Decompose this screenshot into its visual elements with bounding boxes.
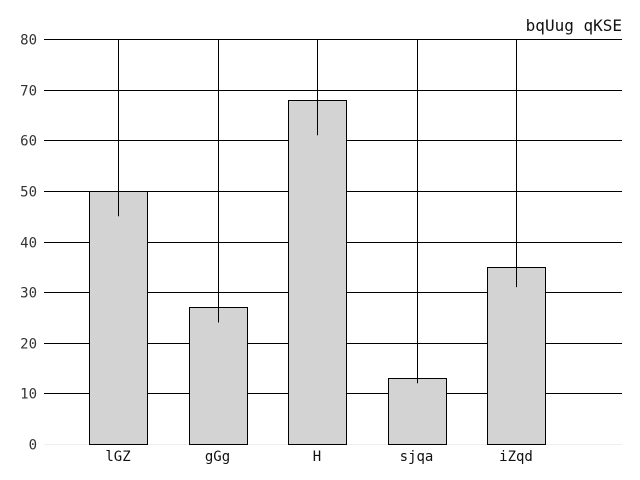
bars [89,100,546,445]
bar-H [288,100,347,445]
bar-gGg [189,307,248,445]
y-tick-label-70: 70 [20,84,37,100]
x-category-label-lGZ: lGZ [105,449,130,465]
y-tick-label-60: 60 [20,134,37,150]
y-tick-label-40: 40 [20,236,37,252]
bar-sjqa [388,378,447,445]
y-tick-label-50: 50 [20,185,37,201]
bar-iZqd [487,267,546,445]
x-category-label-iZqd: iZqd [499,449,533,465]
x-category-label-gGg: gGg [205,449,230,465]
y-tick-label-80: 80 [20,33,37,49]
y-tick-label-10: 10 [20,387,37,403]
x-category-label-sjqa: sjqa [400,449,434,465]
bar-lGZ [89,191,148,445]
y-tick-label-20: 20 [20,337,37,353]
y-tick-label-0: 0 [29,438,37,454]
y-axis-tick-labels: 0 10 20 30 40 50 60 70 80 [20,33,37,454]
error-bars [118,39,517,384]
y-tick-label-30: 30 [20,286,37,302]
chart-title: bqUug qKSE [526,16,622,35]
x-category-label-H: H [313,449,321,465]
